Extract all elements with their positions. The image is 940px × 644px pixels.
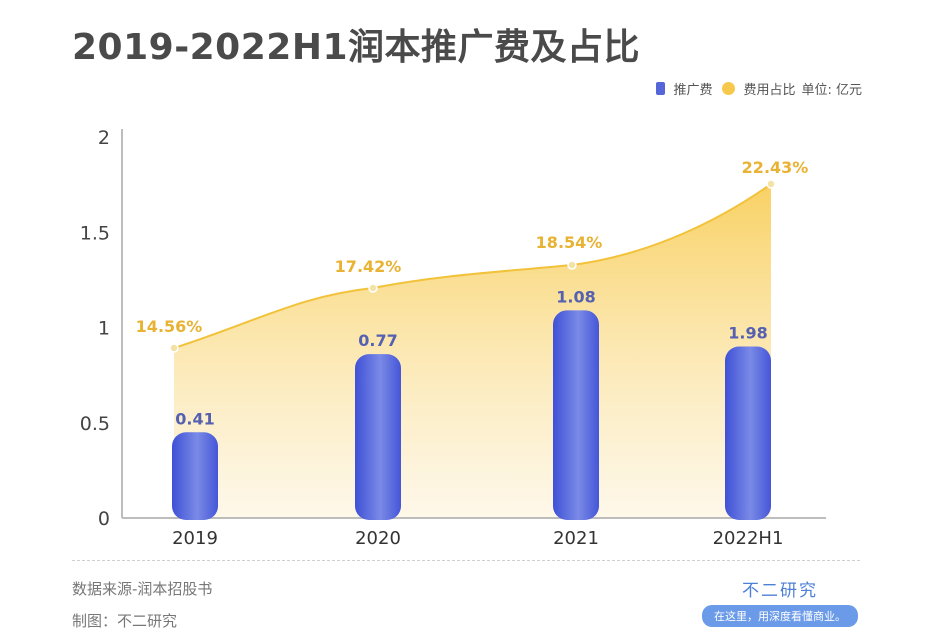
brand-name: 不二研究 [742, 581, 818, 601]
ratio-label: 22.43% [742, 158, 809, 177]
footer-divider [72, 560, 860, 561]
bar-promo-fee [553, 310, 599, 520]
labels: 14.56% 17.42% 18.54% 22.43% 0.41 0.77 1.08 1.98 [136, 158, 809, 428]
x-tick-label: 2020 [355, 528, 401, 549]
ratio-label: 17.42% [335, 257, 402, 276]
ratio-area-fill [174, 184, 771, 518]
y-tick-label: 0 [98, 508, 110, 530]
y-tick-label: 2 [98, 127, 110, 149]
bar-promo-fee [172, 432, 218, 520]
ratio-point [766, 179, 776, 189]
y-tick-label: 0.5 [80, 413, 110, 435]
bar-value-label: 1.98 [728, 324, 767, 343]
bar-value-label: 1.08 [556, 287, 595, 306]
x-tick-label: 2022H1 [713, 528, 784, 549]
ratio-label: 18.54% [536, 233, 603, 252]
legend-label-promo-fee: 推广费 [673, 83, 713, 98]
x-tick-label: 2021 [553, 528, 599, 549]
ratio-line [173, 183, 772, 349]
legend: 推广费 费用占比 单位: 亿元 [656, 79, 862, 98]
ratio-point [169, 343, 179, 353]
ratio-label: 14.56% [136, 317, 203, 336]
unit-label: 单位: 亿元 [801, 83, 862, 98]
legend-bar-swatch-icon [656, 82, 666, 95]
ratio-point [368, 283, 378, 293]
y-tick-label: 1 [98, 318, 110, 340]
chart-maker: 制图：不二研究 [72, 612, 178, 630]
bars [172, 310, 771, 520]
chart-title: 2019-2022H1润本推广费及占比 [72, 27, 641, 68]
axes: 0 0.5 1 1.5 2 2019 2020 2021 2022H1 [80, 127, 826, 549]
legend-dot-swatch-icon [722, 82, 736, 95]
bar-value-label: 0.41 [175, 409, 214, 428]
bar-promo-fee [725, 346, 771, 520]
ratio-area [169, 179, 776, 518]
bar-promo-fee [355, 354, 401, 520]
x-tick-label: 2019 [172, 528, 218, 549]
brand-logo: 不二研究 在这里，用深度看懂商业。 [700, 576, 860, 627]
y-tick-label: 1.5 [80, 222, 110, 244]
legend-label-ratio: 费用占比 [743, 83, 796, 98]
data-source: 数据来源-润本招股书 [72, 580, 213, 598]
ratio-point [567, 260, 577, 270]
bar-value-label: 0.77 [358, 331, 397, 350]
brand-slogan: 在这里，用深度看懂商业。 [702, 605, 858, 627]
